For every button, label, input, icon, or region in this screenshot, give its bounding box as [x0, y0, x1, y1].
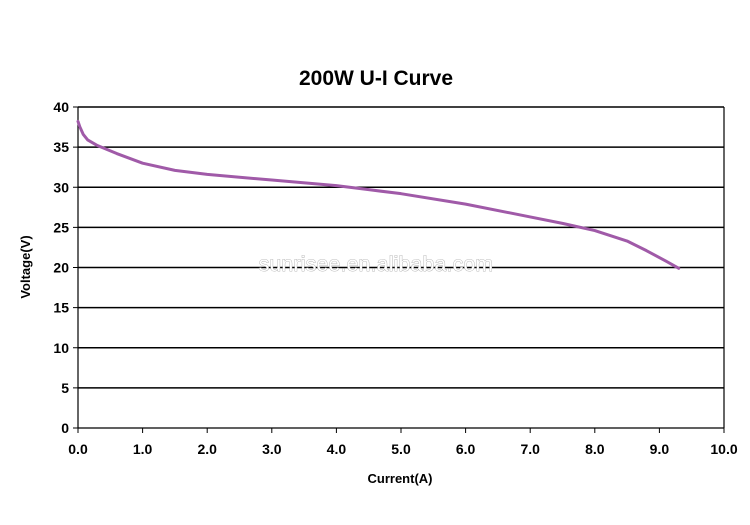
series-line-0 [76, 119, 681, 270]
x-tick-label-5: 5.0 [391, 441, 411, 457]
y-tick-label-1: 5 [61, 380, 69, 396]
x-tick-label-3: 3.0 [262, 441, 282, 457]
x-tick-label-7: 7.0 [520, 441, 540, 457]
watermark-text: sunrisee.en.alibaba.com [259, 253, 494, 276]
axes [73, 106, 725, 433]
x-tick-label-8: 8.0 [585, 441, 605, 457]
y-tick-label-2: 10 [53, 340, 69, 356]
x-tick-label-2: 2.0 [197, 441, 217, 457]
y-tick-label-3: 15 [53, 300, 69, 316]
x-tick-label-9: 9.0 [650, 441, 670, 457]
x-tick-label-1: 1.0 [133, 441, 153, 457]
series-layer [76, 119, 681, 270]
y-axis-label: Voltage(V) [18, 235, 33, 298]
y-tick-label-7: 35 [53, 139, 69, 155]
x-tick-label-4: 4.0 [327, 441, 347, 457]
y-tick-label-6: 30 [53, 179, 69, 195]
x-tick-label-0: 0.0 [68, 441, 88, 457]
gridlines [78, 106, 724, 389]
x-tick-label-10: 10.0 [710, 441, 737, 457]
y-tick-label-4: 20 [53, 260, 69, 276]
y-tick-labels: 0 5 10 15 20 25 30 35 40 [53, 99, 69, 436]
x-axis-label: Current(A) [368, 471, 433, 486]
y-tick-label-8: 40 [53, 99, 69, 115]
x-tick-label-6: 6.0 [456, 441, 476, 457]
y-tick-label-5: 25 [53, 219, 69, 235]
chart-title: 200W U-I Curve [299, 67, 453, 90]
x-tick-labels: 0.0 1.0 2.0 3.0 4.0 5.0 6.0 7.0 8.0 9.0 10.0 [68, 441, 738, 457]
y-tick-label-0: 0 [61, 420, 69, 436]
